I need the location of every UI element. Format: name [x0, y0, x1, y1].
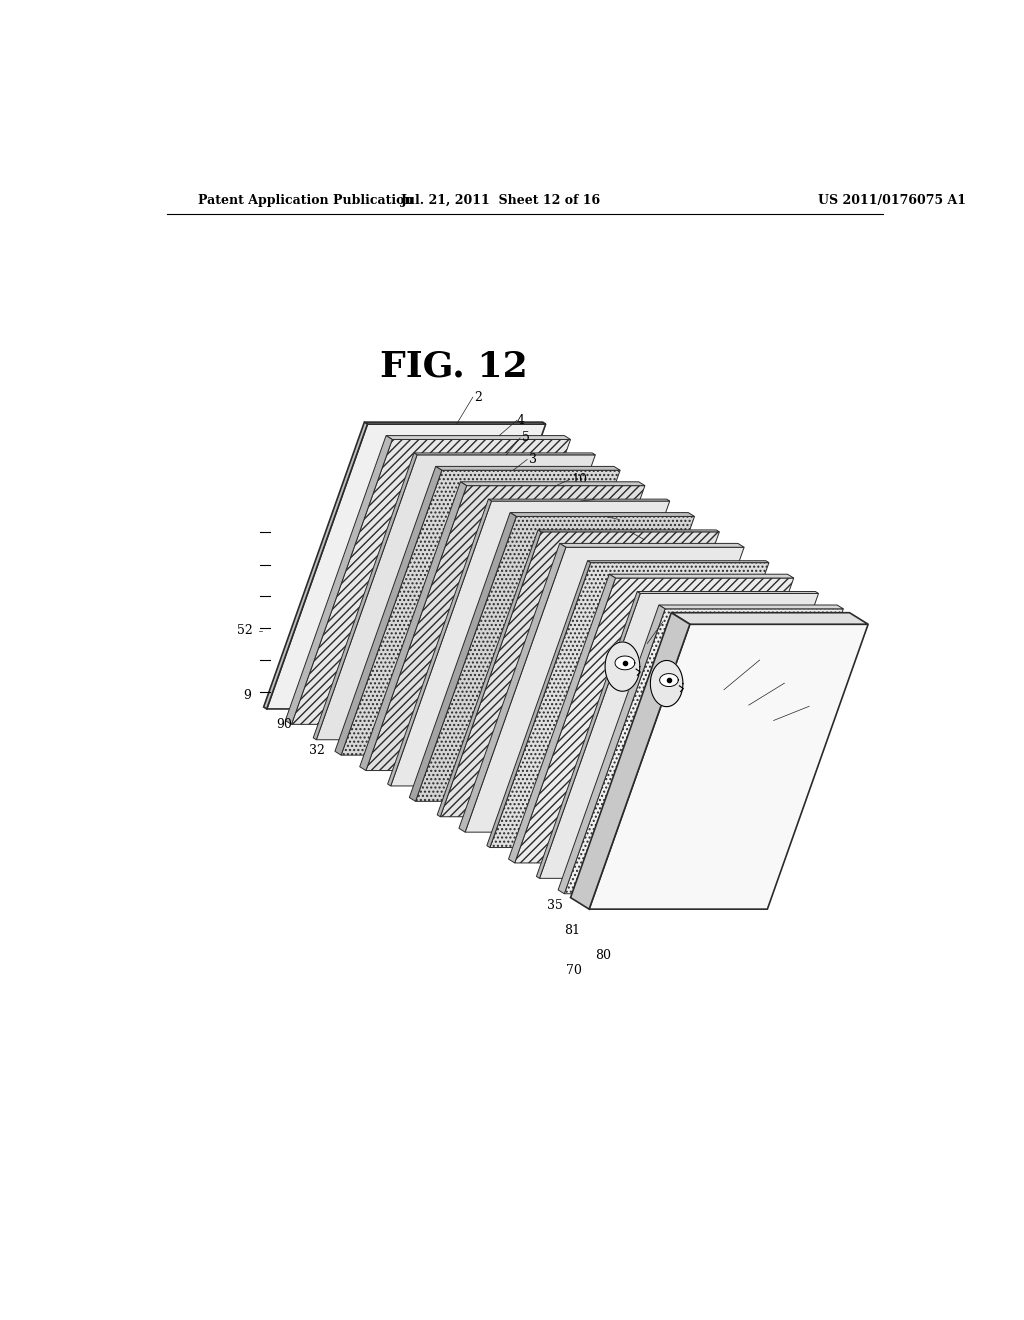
Polygon shape — [672, 612, 868, 624]
Polygon shape — [366, 486, 645, 771]
Text: 52: 52 — [238, 624, 253, 638]
Polygon shape — [589, 624, 868, 909]
Text: 5: 5 — [521, 432, 529, 445]
Text: 32: 32 — [308, 744, 325, 758]
Text: 81: 81 — [564, 924, 581, 937]
Polygon shape — [489, 562, 769, 847]
Text: FIG. 12: FIG. 12 — [380, 350, 527, 384]
Polygon shape — [416, 516, 694, 801]
Polygon shape — [437, 529, 541, 817]
Text: 4: 4 — [517, 413, 525, 426]
Text: Jul. 21, 2011  Sheet 12 of 16: Jul. 21, 2011 Sheet 12 of 16 — [401, 194, 601, 207]
Polygon shape — [540, 594, 818, 878]
Polygon shape — [588, 561, 769, 562]
Polygon shape — [658, 605, 844, 609]
Text: 8: 8 — [621, 513, 629, 527]
Text: 90: 90 — [276, 718, 292, 731]
Polygon shape — [440, 532, 719, 817]
Polygon shape — [509, 574, 615, 863]
Polygon shape — [659, 673, 678, 686]
Text: 3: 3 — [528, 453, 537, 466]
Polygon shape — [263, 422, 368, 709]
Text: 11: 11 — [761, 653, 777, 667]
Text: 7: 7 — [596, 492, 604, 506]
Polygon shape — [341, 470, 621, 755]
Polygon shape — [564, 609, 844, 894]
Text: 9: 9 — [244, 689, 251, 702]
Polygon shape — [266, 424, 546, 709]
Polygon shape — [486, 561, 591, 847]
Polygon shape — [388, 499, 492, 785]
Text: Patent Application Publication: Patent Application Publication — [198, 194, 414, 207]
Text: 72: 72 — [645, 622, 660, 635]
Polygon shape — [637, 591, 818, 594]
Text: 68: 68 — [786, 677, 802, 689]
Polygon shape — [292, 440, 570, 725]
Text: 10: 10 — [571, 473, 588, 486]
Polygon shape — [313, 453, 417, 739]
Text: 24: 24 — [811, 700, 826, 713]
Polygon shape — [609, 574, 794, 578]
Polygon shape — [335, 466, 442, 755]
Polygon shape — [615, 656, 635, 669]
Polygon shape — [538, 529, 719, 532]
Polygon shape — [650, 660, 683, 706]
Polygon shape — [414, 453, 595, 455]
Text: 71: 71 — [593, 660, 609, 673]
Polygon shape — [558, 605, 665, 894]
Text: 70: 70 — [571, 708, 587, 721]
Polygon shape — [359, 482, 467, 771]
Polygon shape — [560, 544, 744, 548]
Polygon shape — [605, 642, 640, 692]
Polygon shape — [316, 455, 595, 739]
Polygon shape — [515, 578, 794, 863]
Text: US 2011/0176075 A1: US 2011/0176075 A1 — [818, 194, 967, 207]
Polygon shape — [510, 512, 694, 516]
Text: 2: 2 — [474, 391, 482, 404]
Polygon shape — [286, 436, 392, 725]
Text: 9: 9 — [646, 533, 653, 546]
Polygon shape — [537, 591, 640, 878]
Polygon shape — [488, 499, 670, 502]
Polygon shape — [459, 544, 566, 832]
Polygon shape — [365, 422, 546, 424]
Polygon shape — [391, 502, 670, 785]
Polygon shape — [465, 548, 744, 832]
Text: 35: 35 — [547, 899, 563, 912]
Polygon shape — [410, 512, 516, 801]
Polygon shape — [570, 612, 690, 909]
Text: 80: 80 — [595, 949, 611, 962]
Polygon shape — [435, 466, 621, 470]
Text: 70: 70 — [566, 964, 582, 977]
Polygon shape — [386, 436, 570, 440]
Polygon shape — [461, 482, 645, 486]
